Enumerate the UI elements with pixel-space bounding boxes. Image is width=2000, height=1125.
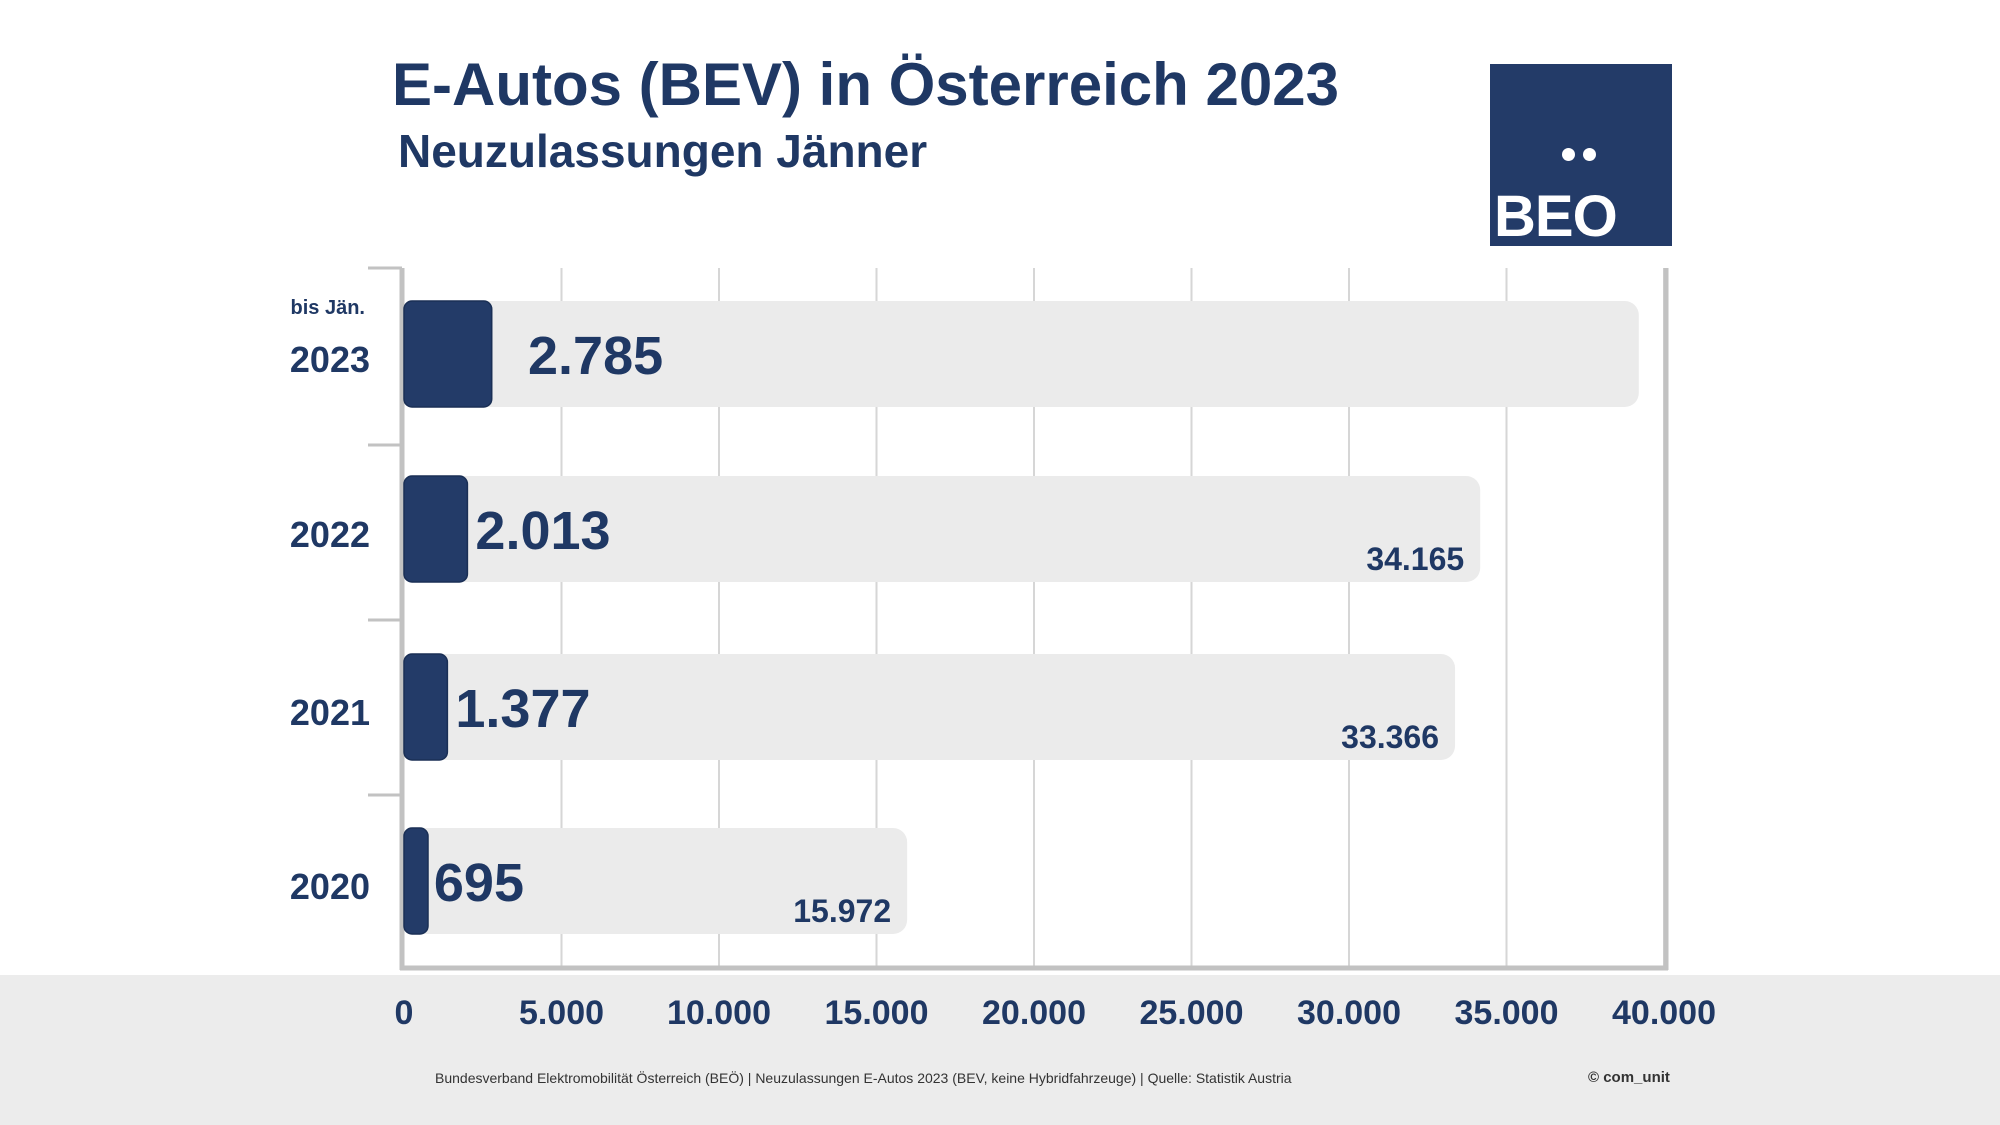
two-dots-icon [1562,148,1598,162]
x-tick-label: 25.000 [1140,994,1244,1032]
x-tick-label: 15.000 [825,994,929,1032]
category-label: 2020 [290,866,370,907]
data-label-total: 15.972 [793,893,891,929]
chart-subtitle: Neuzulassungen Jänner [398,125,928,177]
bar-january [403,827,429,935]
x-tick-label: 40.000 [1612,994,1716,1032]
x-tick-label: 5.000 [519,994,604,1032]
category-prefix-label: bis Jän. [291,297,365,319]
data-label-january: 2.785 [528,326,663,386]
logo-text: BEO [1494,184,1618,249]
bar-total [404,828,908,934]
data-label-january: 1.377 [455,679,590,739]
category-label: 2021 [290,692,370,733]
x-tick-label: 0 [395,994,414,1032]
x-tick-label: 35.000 [1455,994,1559,1032]
beo-logo: BEO [1490,64,1672,246]
bar-total [404,654,1456,760]
bar-total [404,476,1481,582]
data-label-total: 33.366 [1341,719,1439,755]
bar-january [403,300,493,408]
bar-january [403,475,469,583]
data-label-january: 2.013 [475,501,610,561]
x-tick-label: 30.000 [1297,994,1401,1032]
category-label: 2023 [290,339,370,380]
data-label-total: 34.165 [1366,541,1464,577]
data-label-january: 695 [434,853,524,913]
bar-total [404,301,1639,407]
x-tick-label: 20.000 [982,994,1086,1032]
bar-january [403,653,449,761]
footer-source: Bundesverband Elektromobilität Österreic… [435,1070,1292,1086]
x-tick-label: 10.000 [667,994,771,1032]
chart-title: E-Autos (BEV) in Österreich 2023 [392,51,1339,118]
category-label: 2022 [290,514,370,555]
footer-band [0,975,2000,1125]
footer-copyright: © com_unit [1588,1069,1670,1086]
